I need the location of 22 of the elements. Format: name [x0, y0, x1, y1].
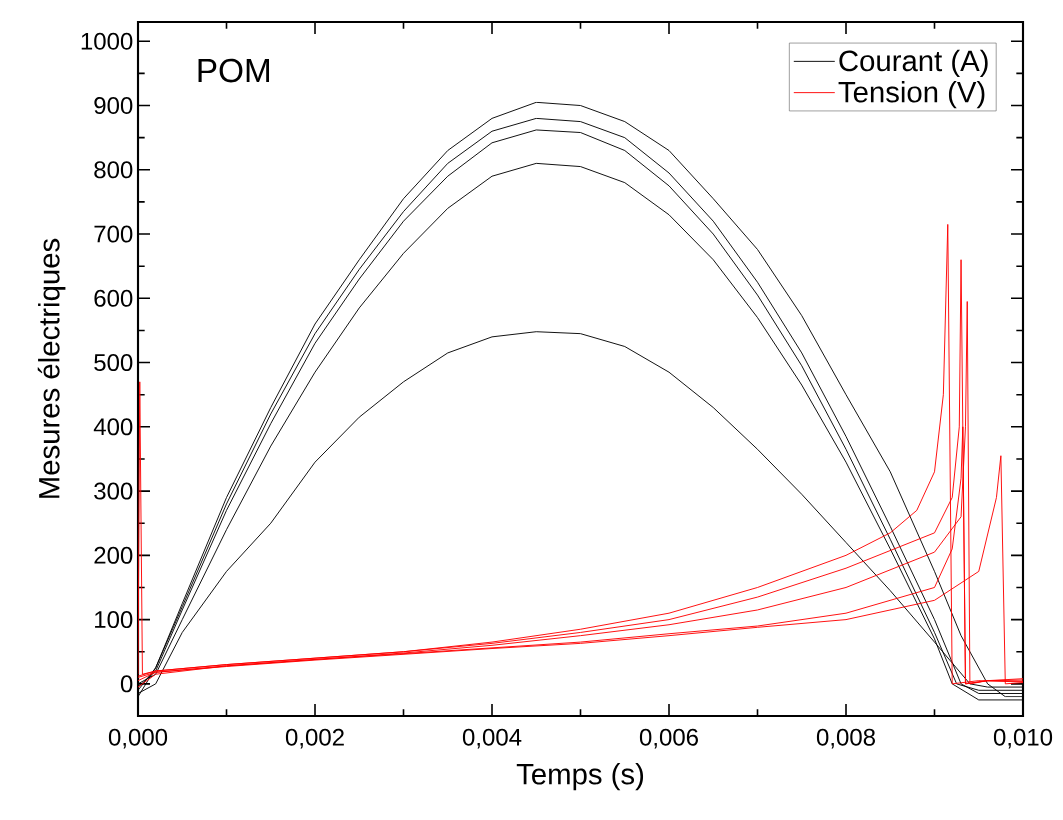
- annotation: POM: [198, 58, 270, 83]
- y-tick-label: 500: [94, 354, 133, 372]
- legend-label: Tension (V): [838, 80, 985, 109]
- legend-label: Courant (A): [839, 49, 988, 78]
- y-tick-label: 0: [120, 675, 133, 693]
- y-tick-label: 700: [94, 225, 133, 243]
- x-tick-label: 0,010: [993, 728, 1053, 749]
- y-tick-label: 400: [93, 418, 133, 436]
- x-axis-title: Temps (s): [516, 763, 644, 791]
- x-tick-label: 0,000: [108, 728, 168, 749]
- y-tick-label: 600: [94, 289, 133, 307]
- y-tick-label: 100: [95, 611, 133, 629]
- x-tick-label: 0,008: [816, 728, 875, 749]
- y-tick-label: 200: [94, 546, 133, 564]
- y-tick-label: 300: [94, 482, 133, 500]
- y-axis-title: Mesures électriques: [37, 238, 66, 498]
- y-tick-label: 1000: [81, 32, 133, 50]
- x-tick-label: 0,002: [285, 728, 344, 749]
- y-tick-label: 800: [94, 161, 133, 179]
- x-tick-label: 0,004: [462, 728, 522, 749]
- x-tick-label: 0,006: [639, 728, 698, 749]
- y-tick-label: 900: [94, 97, 133, 115]
